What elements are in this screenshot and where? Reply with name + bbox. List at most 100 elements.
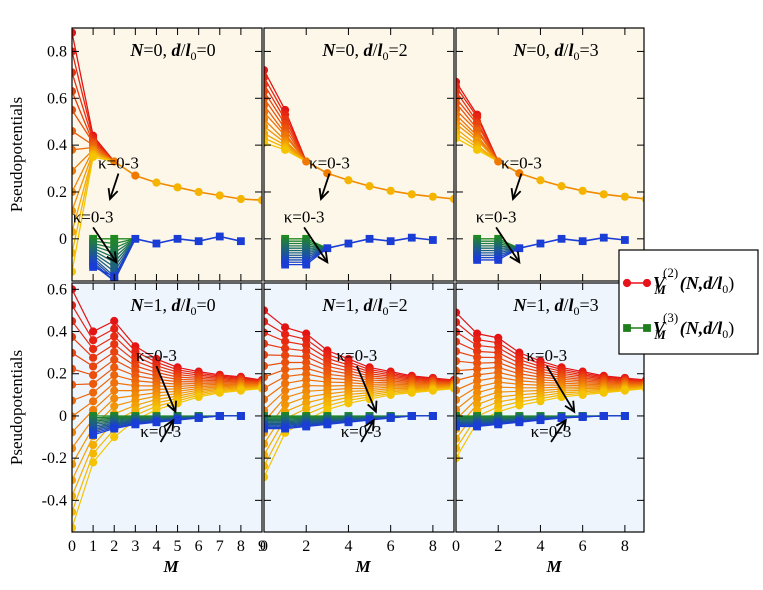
v2-series-line (72, 156, 94, 272)
v2-series-line (264, 367, 454, 385)
panel-background (264, 283, 454, 532)
annotation-arrow-shaft (303, 226, 329, 263)
v3-point (515, 418, 524, 427)
v2-point (456, 356, 461, 366)
v2-tail-point (620, 192, 629, 201)
x-tick-label: 8 (429, 538, 437, 555)
legend-label-part: V (653, 273, 667, 293)
v2-point (110, 316, 119, 326)
v2-point (456, 347, 461, 356)
v2-point (110, 340, 119, 349)
v2-point (264, 306, 269, 315)
panel-title-part: =1, (335, 295, 363, 315)
v2-point (110, 394, 119, 403)
panel-title-part: 0 (191, 49, 197, 63)
kappa-annotation: κ=0-3 (73, 207, 114, 226)
panel-frame (71, 27, 263, 282)
v3-tail-point (428, 236, 437, 244)
v3-tail-point (173, 234, 182, 243)
v3-point (578, 413, 587, 421)
annotation-arrow-shaft (512, 173, 523, 200)
v2-series-line (456, 102, 478, 130)
v2-tail-line (113, 160, 136, 177)
panel-frame (455, 27, 645, 282)
panel-title-part: =3 (580, 40, 599, 60)
v2-point (236, 386, 245, 395)
annotation-arrow-head (555, 418, 567, 432)
annotation-arrow-head (509, 251, 521, 264)
panel-title-part: l (378, 295, 383, 315)
panel-title: N=0, d/l0=2 (321, 40, 407, 63)
x-tick-label: 8 (237, 538, 245, 555)
x-tick-label: 9 (258, 538, 266, 555)
x-tick-label: 7 (216, 538, 224, 555)
panel-5: κ=0-3 κ=0-3 N=1, d/l0=2 (263, 282, 455, 533)
v2-point (264, 373, 269, 382)
v2-point (456, 366, 461, 375)
v2-point (456, 318, 461, 327)
annotation-arrow-head (564, 400, 576, 414)
v2-point (281, 365, 290, 374)
legend-entry: V(2) M (N,d/l0) (622, 265, 734, 297)
v2-point (264, 350, 269, 359)
v2-series-line (456, 331, 644, 382)
panel-series (456, 77, 644, 264)
v2-series-line (456, 341, 644, 383)
legend-label: V(3) M (N,d/l0) (653, 310, 734, 342)
v2-point (110, 386, 119, 395)
panel-1: κ=0-3 κ=0-3 N=0, d/l0=0 (71, 27, 263, 282)
v2-series-line (264, 104, 286, 134)
v2-point (89, 362, 98, 371)
panel-3: κ=0-3 κ=0-3 N=0, d/l0=3 (455, 27, 645, 282)
kappa-annotation: κ=0-3 (501, 154, 542, 173)
legend-marker (622, 278, 632, 288)
v2-point (599, 388, 608, 397)
v3-tail-point (194, 237, 203, 246)
v2-point (456, 434, 461, 443)
x-tick-label: 2 (302, 538, 310, 555)
v3-point (473, 422, 482, 431)
panel-title-part: d (363, 40, 373, 60)
legend-entry: V(3) M (N,d/l0) (623, 310, 734, 342)
v2-tail-point (557, 182, 566, 191)
v2-point (456, 98, 461, 108)
v3-tail-point (236, 237, 245, 246)
v2-tail-point (236, 194, 245, 204)
legend-label-args: (N,d/l (680, 273, 723, 294)
v2-point (281, 379, 290, 388)
y-tick-label: 0.6 (47, 281, 67, 298)
y-tick-label: 0.6 (47, 90, 67, 107)
v2-point (264, 115, 269, 124)
v2-series-line (456, 386, 644, 430)
panel-title-part: l (569, 40, 574, 60)
annotation-arrow-shaft (360, 419, 375, 443)
panel-title-part: 0 (383, 49, 389, 63)
x-axis-title: M (162, 557, 179, 576)
kappa-annotation: κ=0-3 (140, 422, 181, 441)
kappa-annotation: κ=0-3 (526, 346, 567, 365)
v3-tail-point (515, 244, 524, 253)
v2-point (407, 388, 416, 397)
v2-point (578, 390, 587, 399)
v2-series-line (264, 384, 454, 411)
legend-label-sub: M (653, 327, 666, 342)
v2-point (215, 388, 224, 397)
v2-point (264, 108, 269, 117)
v3-tail-point (578, 237, 587, 246)
v2-tail-point (599, 190, 608, 199)
v2-series-line (72, 51, 94, 139)
panel-series (72, 28, 262, 281)
x-tick-label: 4 (152, 538, 160, 555)
annotation-arrow-shaft (92, 226, 118, 263)
v2-series-line (72, 289, 262, 381)
panel-title-part: l (186, 40, 191, 60)
v2-point (264, 384, 269, 393)
legend-label-part: (N,d/l (680, 318, 723, 339)
v3-point (236, 412, 245, 420)
legend-label-part: ) (728, 273, 734, 294)
y-axis-title: Pseudopotentials (7, 350, 26, 465)
panel-title: N=1, d/l0=2 (321, 295, 407, 318)
v2-series-line (72, 387, 262, 528)
annotation-arrow-head (318, 187, 330, 201)
legend-marker (642, 278, 652, 288)
